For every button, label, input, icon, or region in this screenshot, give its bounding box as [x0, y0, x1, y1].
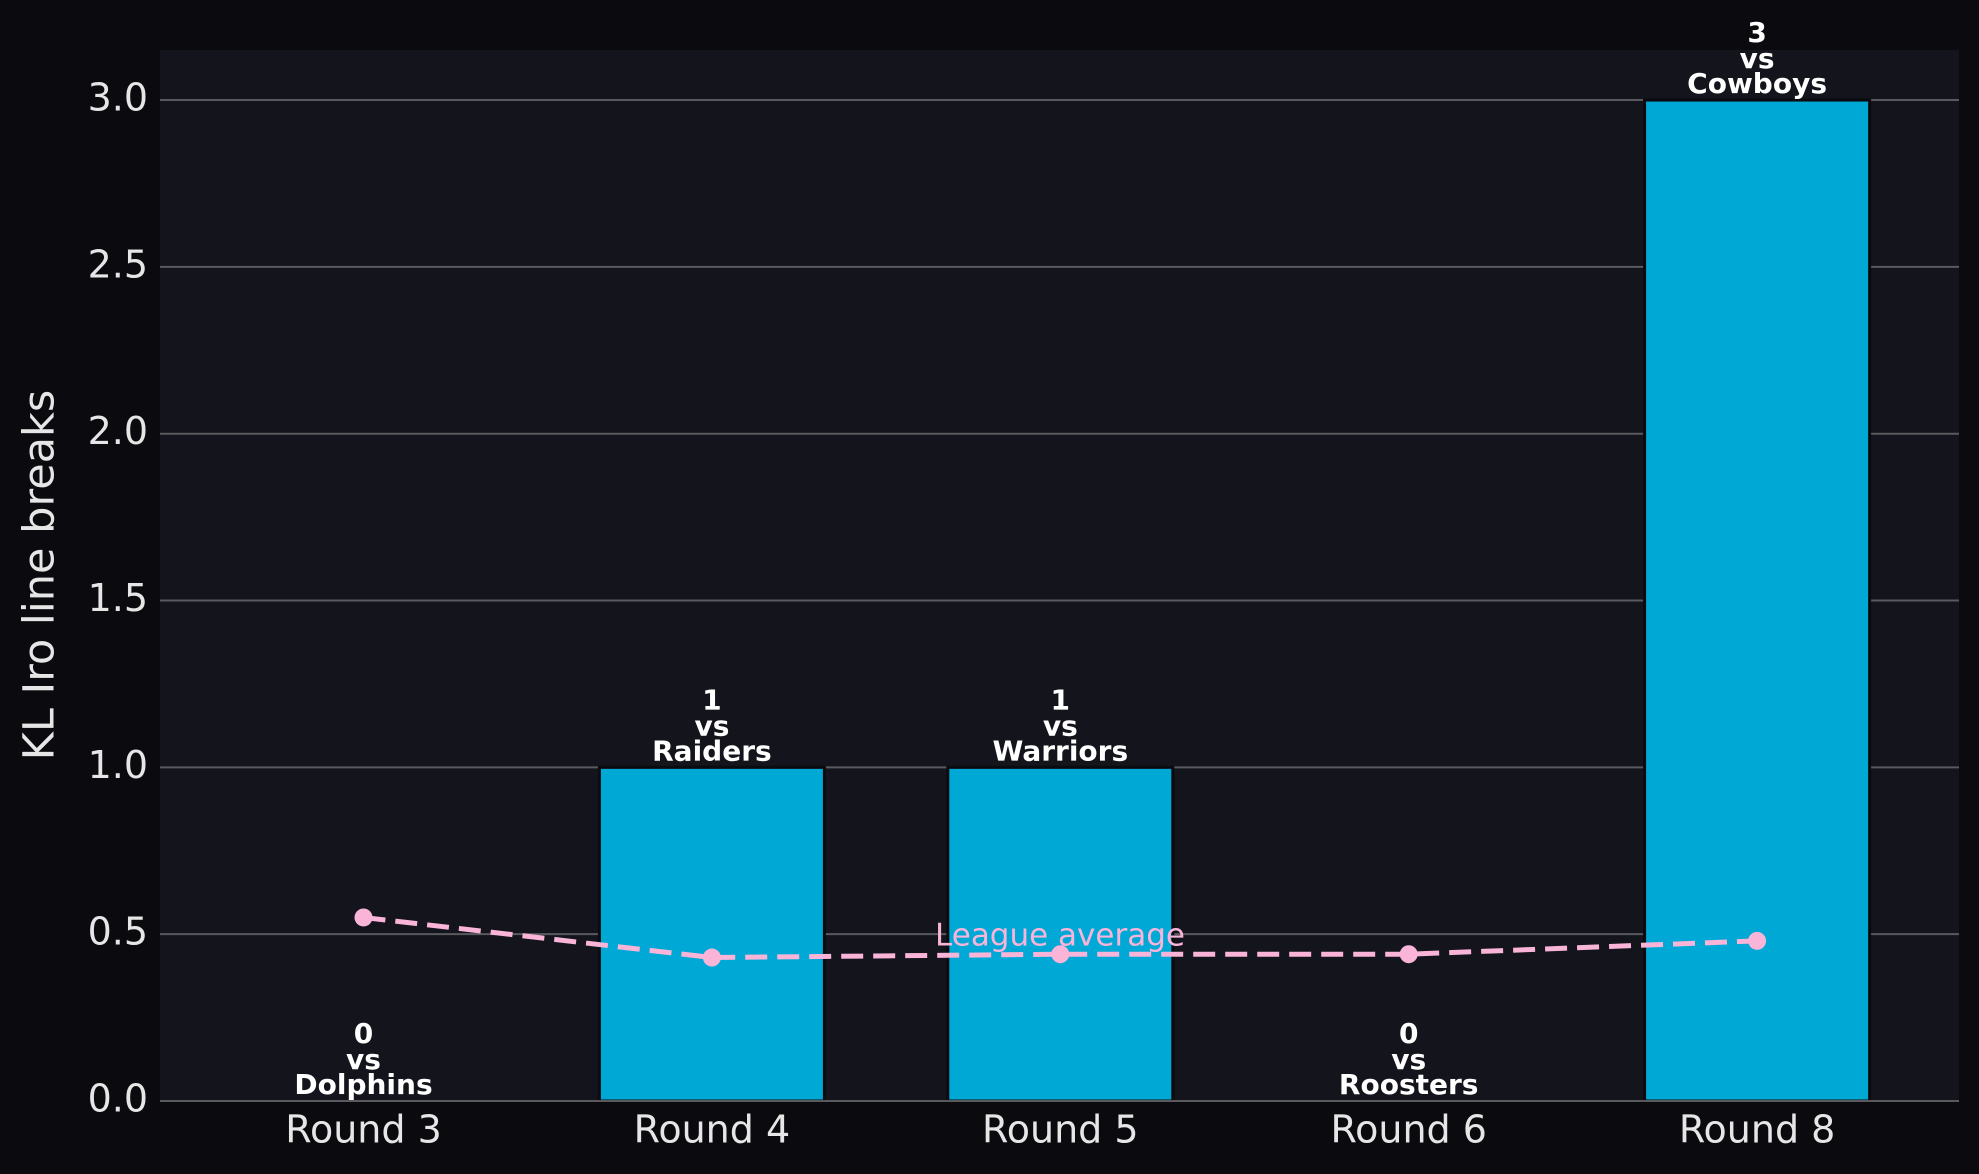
- average-point: [1748, 931, 1767, 950]
- average-line: [363, 915, 1758, 961]
- y-tick-label: 3.0: [88, 76, 148, 120]
- data-label-opponent: Cowboys: [1687, 67, 1827, 100]
- data-label-opponent: Dolphins: [294, 1068, 432, 1101]
- data-label-connector: vs: [1391, 1043, 1426, 1076]
- data-label: 0: [354, 1017, 373, 1050]
- data-label-connector: vs: [1740, 42, 1775, 75]
- y-tick-label: 0.5: [88, 910, 148, 954]
- bar: [946, 765, 1175, 1103]
- data-label: 3: [1747, 16, 1766, 49]
- data-label-connector: vs: [1043, 709, 1078, 742]
- bar: [1643, 98, 1872, 1103]
- x-tick-label: Round 6: [1330, 1108, 1487, 1152]
- average-point: [354, 908, 373, 927]
- bar: [597, 765, 826, 1103]
- y-tick-label: 1.0: [88, 743, 148, 787]
- average-point: [702, 948, 721, 967]
- data-label: 0: [1399, 1017, 1418, 1050]
- x-tick-label: Round 8: [1679, 1108, 1836, 1152]
- data-label-opponent: Raiders: [652, 734, 772, 767]
- average-point: [1051, 945, 1070, 964]
- y-tick-label: 1.5: [88, 576, 148, 620]
- data-label-connector: vs: [346, 1043, 381, 1076]
- data-label-opponent: Warriors: [992, 734, 1128, 767]
- average-line-label: League average: [935, 918, 1185, 954]
- x-tick-label: Round 3: [285, 1108, 442, 1152]
- average-point: [1399, 945, 1418, 964]
- y-tick-label: 0.0: [88, 1077, 148, 1121]
- x-tick-label: Round 5: [982, 1108, 1139, 1152]
- data-label: 1: [1051, 683, 1070, 716]
- y-tick-label: 2.0: [88, 409, 148, 453]
- y-axis-label: KL Iro line breaks: [15, 390, 65, 761]
- data-label-opponent: Roosters: [1339, 1068, 1479, 1101]
- data-label: 1: [702, 683, 721, 716]
- x-tick-label: Round 4: [634, 1108, 791, 1152]
- y-tick-label: 2.5: [88, 242, 148, 286]
- data-label-connector: vs: [694, 709, 729, 742]
